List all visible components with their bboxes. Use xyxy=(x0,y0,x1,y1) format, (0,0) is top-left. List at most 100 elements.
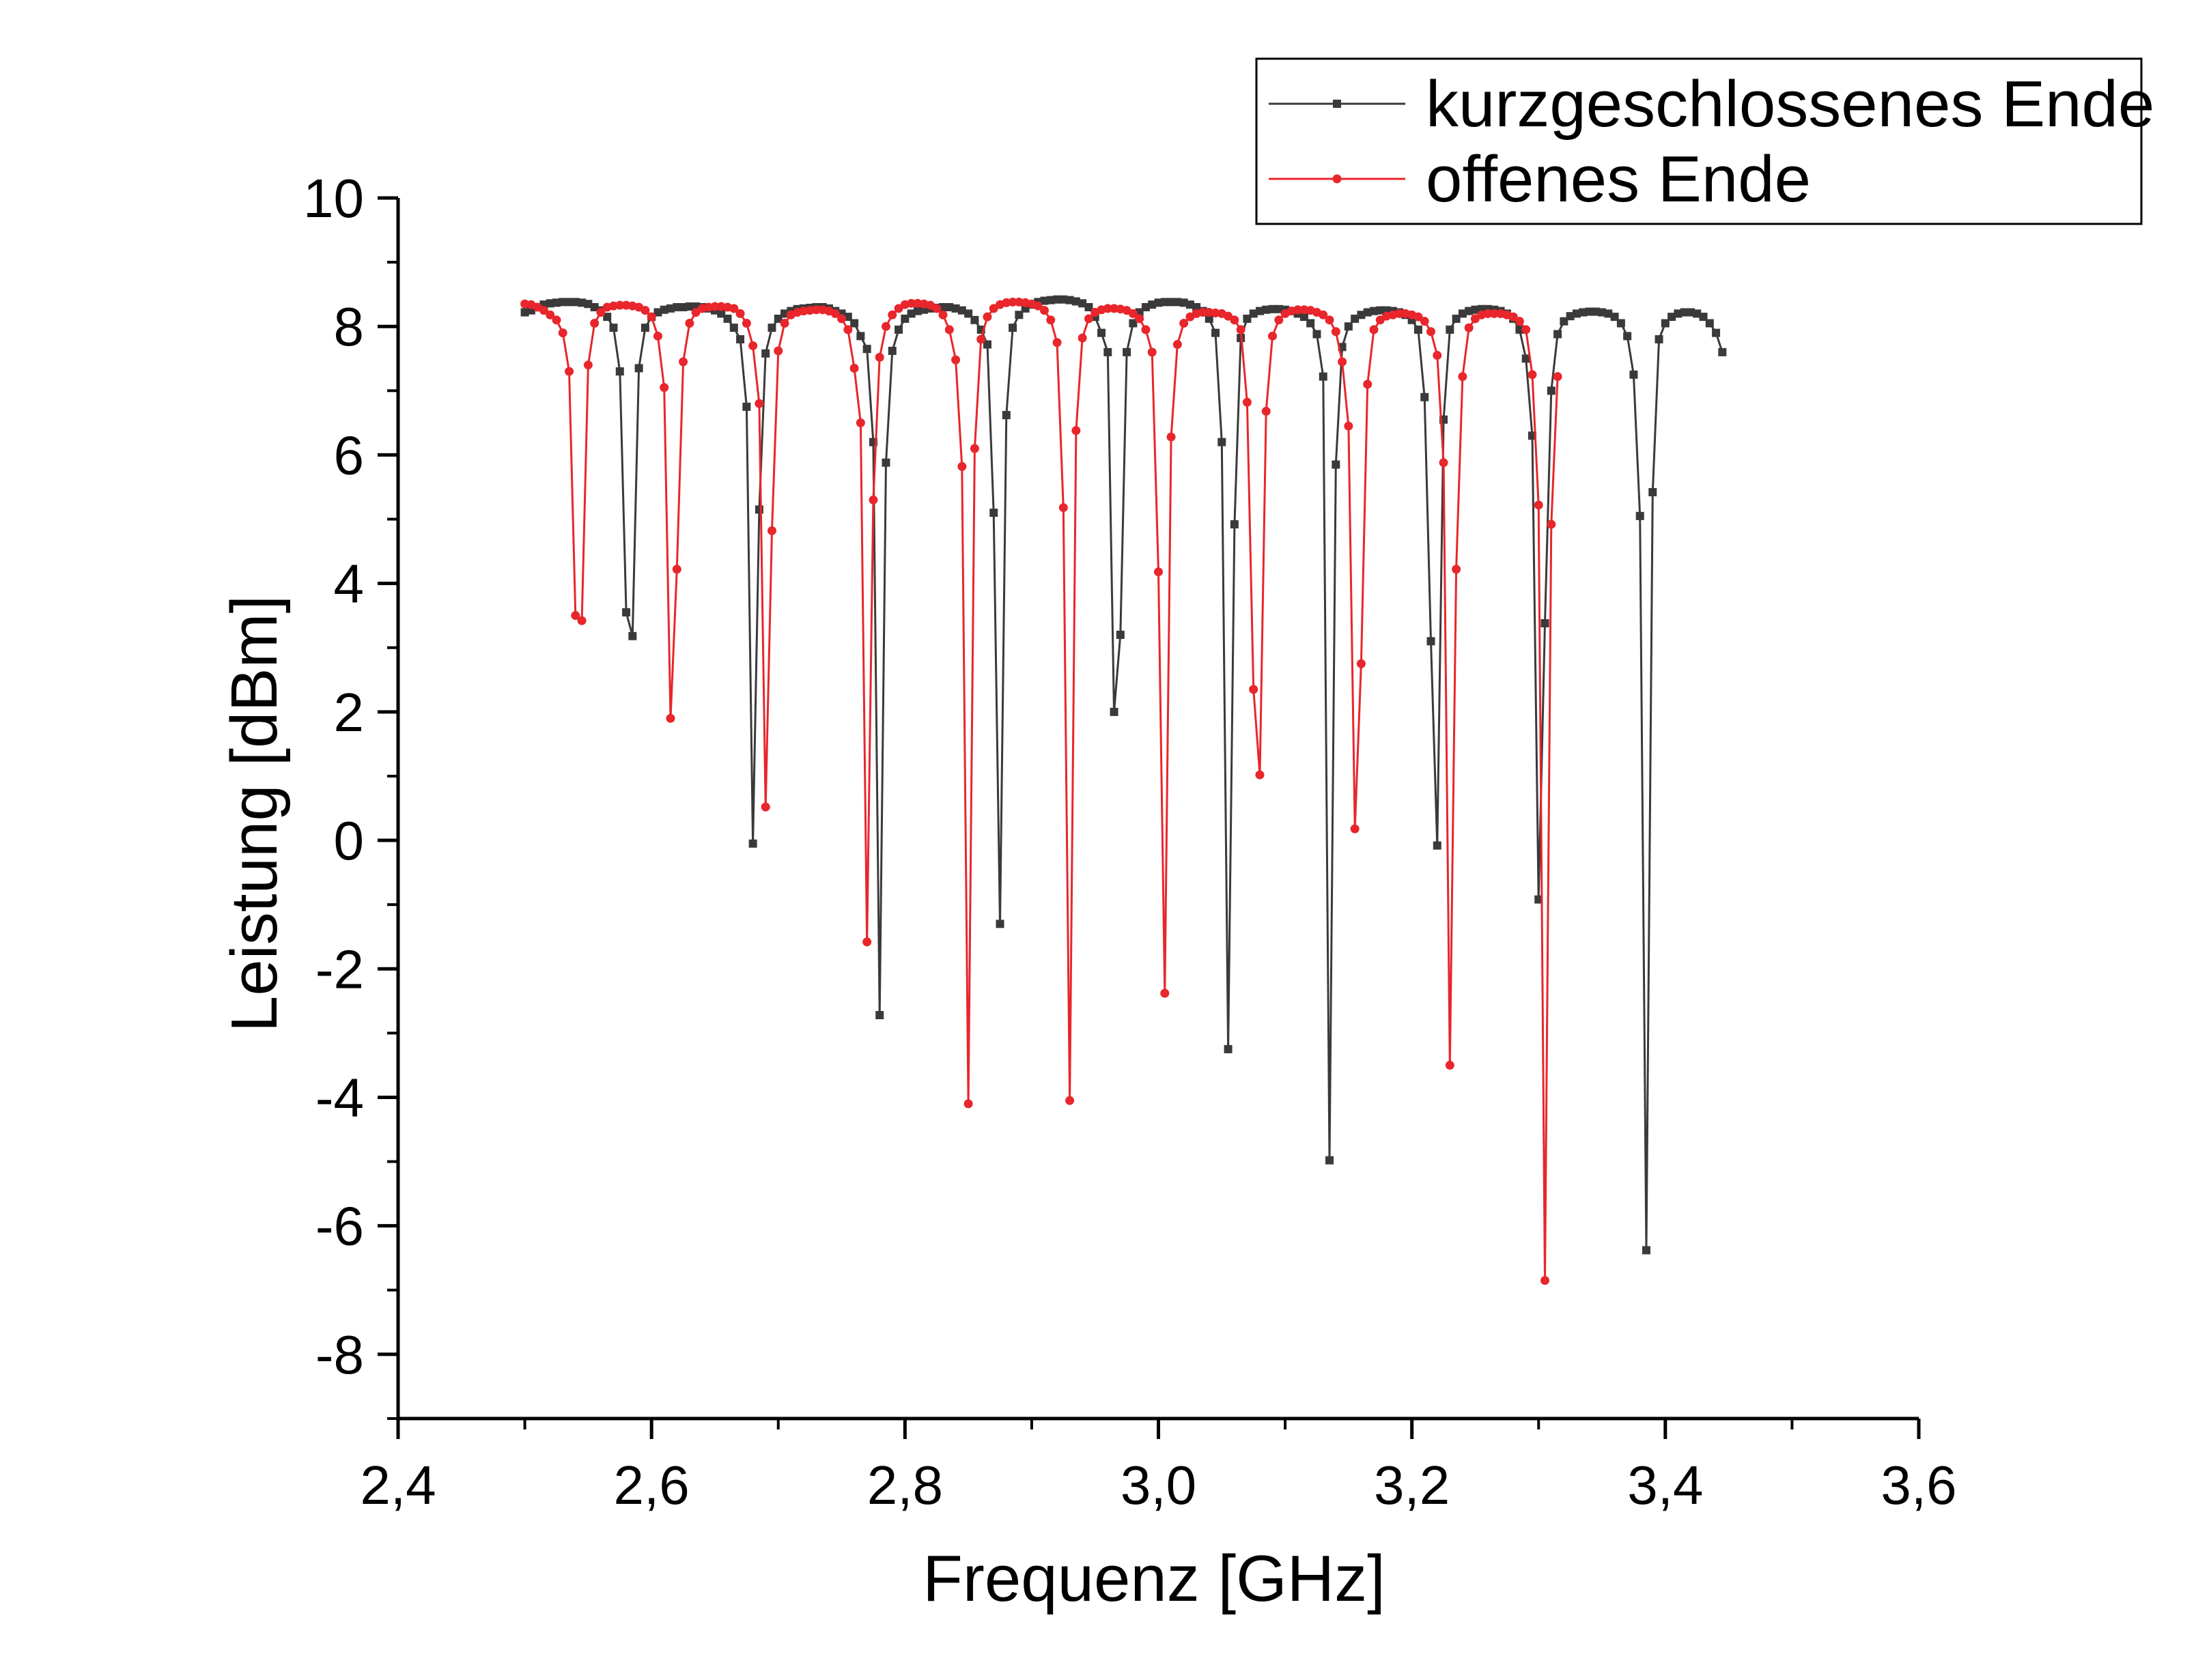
data-point xyxy=(875,1011,884,1020)
data-point xyxy=(1268,331,1278,341)
data-point xyxy=(1420,393,1429,401)
data-point xyxy=(856,418,865,427)
data-point xyxy=(1299,313,1308,322)
legend-item: offenes Ende xyxy=(1269,143,1811,216)
y-tick-label: -2 xyxy=(315,939,364,999)
data-point xyxy=(1148,300,1157,309)
series-1 xyxy=(520,295,1727,1255)
data-point xyxy=(1071,426,1081,436)
data-point xyxy=(1160,298,1169,307)
data-point xyxy=(957,306,966,315)
data-point xyxy=(1356,659,1366,668)
series-2 xyxy=(520,297,1562,1285)
data-point xyxy=(1009,324,1017,332)
data-point xyxy=(1464,323,1474,332)
data-point xyxy=(1471,305,1480,314)
data-point xyxy=(913,307,922,315)
data-point xyxy=(1261,406,1271,416)
x-tick-label: 2,4 xyxy=(360,1455,436,1515)
data-point xyxy=(755,505,763,514)
data-point xyxy=(1205,314,1213,323)
data-point xyxy=(653,308,662,317)
data-point xyxy=(1465,307,1474,315)
data-point xyxy=(546,299,554,308)
data-point xyxy=(565,367,574,376)
data-point xyxy=(1547,386,1556,395)
data-point xyxy=(1173,298,1182,307)
data-point xyxy=(850,319,859,328)
legend-item: kurzgeschlossenes Ende xyxy=(1269,68,2154,141)
data-point xyxy=(653,331,662,341)
x-axis-title: Frequenz [GHz] xyxy=(923,1542,1385,1615)
data-point xyxy=(951,304,960,313)
data-point xyxy=(976,334,986,344)
data-point xyxy=(1097,328,1106,337)
data-point xyxy=(1515,325,1524,334)
data-point xyxy=(1508,312,1518,322)
data-point xyxy=(1616,319,1625,328)
data-point xyxy=(1667,313,1676,322)
data-point xyxy=(1071,297,1080,306)
data-point xyxy=(1179,319,1189,328)
data-point xyxy=(1693,309,1702,318)
data-point xyxy=(1635,511,1644,520)
data-point xyxy=(761,802,770,812)
data-point xyxy=(673,302,681,311)
data-point xyxy=(1560,317,1568,326)
data-point xyxy=(1046,296,1055,304)
data-point xyxy=(1160,988,1170,998)
data-point xyxy=(811,305,821,315)
data-point xyxy=(1585,307,1594,316)
data-point xyxy=(1394,309,1404,318)
data-point xyxy=(970,315,979,324)
data-point xyxy=(1015,311,1024,319)
data-point xyxy=(1426,327,1436,337)
data-point xyxy=(1363,308,1372,317)
data-point xyxy=(964,309,973,318)
data-point xyxy=(717,309,726,318)
data-point xyxy=(1192,302,1201,311)
data-point xyxy=(1413,312,1423,322)
data-point xyxy=(1655,335,1663,344)
data-point xyxy=(1344,322,1353,331)
y-tick-label: 2 xyxy=(334,682,365,743)
data-point xyxy=(996,920,1004,928)
data-point xyxy=(1712,328,1721,337)
data-point xyxy=(558,328,567,338)
data-point xyxy=(881,322,890,331)
data-point xyxy=(1040,296,1049,305)
data-point xyxy=(1648,488,1657,497)
y-tick-label: 4 xyxy=(334,554,365,614)
data-point xyxy=(1116,630,1125,639)
data-point xyxy=(1521,325,1531,334)
data-point xyxy=(590,302,599,311)
data-point xyxy=(1249,309,1258,318)
data-point xyxy=(1572,309,1581,318)
data-point xyxy=(1528,370,1537,380)
data-point xyxy=(1686,308,1695,317)
data-point xyxy=(945,302,954,311)
data-point xyxy=(1078,299,1087,308)
data-point xyxy=(882,458,890,467)
data-point xyxy=(539,306,548,315)
x-tick-label: 2,8 xyxy=(867,1455,943,1515)
data-point xyxy=(1369,307,1378,315)
data-point xyxy=(1198,308,1207,317)
data-point xyxy=(1274,304,1283,313)
data-point xyxy=(1154,567,1163,577)
data-point xyxy=(1110,707,1118,716)
y-ticks: -8 -6 -4 -2 0 2 4 6 8 10 xyxy=(303,168,398,1420)
data-point xyxy=(622,608,631,616)
data-point xyxy=(1319,310,1328,319)
data-point xyxy=(742,402,751,411)
data-point xyxy=(862,345,871,354)
data-point xyxy=(1446,325,1454,334)
data-point xyxy=(685,319,694,328)
data-point xyxy=(1489,309,1499,318)
data-point xyxy=(1661,319,1670,328)
data-point xyxy=(1540,618,1549,627)
x-tick-label: 3,6 xyxy=(1881,1455,1956,1515)
data-point xyxy=(1591,307,1600,316)
data-point xyxy=(1141,325,1151,334)
